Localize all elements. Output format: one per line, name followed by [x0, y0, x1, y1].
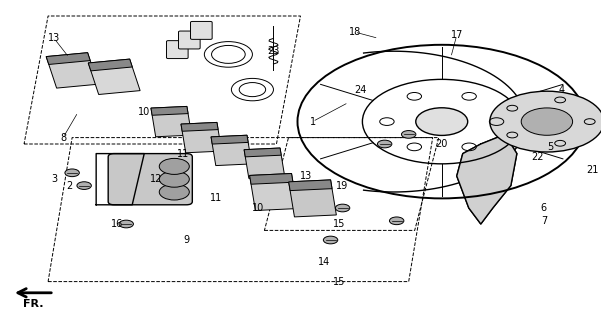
FancyBboxPatch shape [108, 154, 192, 205]
Circle shape [416, 108, 468, 135]
Polygon shape [288, 180, 332, 191]
Text: 10: 10 [138, 107, 150, 117]
Circle shape [77, 182, 91, 189]
Text: 13: 13 [300, 171, 313, 181]
Text: 2: 2 [66, 180, 72, 191]
Polygon shape [151, 107, 192, 137]
Text: 3: 3 [51, 174, 57, 184]
Polygon shape [181, 123, 222, 153]
Polygon shape [244, 148, 285, 178]
Text: 17: 17 [451, 30, 463, 40]
Circle shape [65, 169, 79, 177]
Polygon shape [88, 59, 132, 71]
Text: 7: 7 [541, 216, 547, 226]
Text: 16: 16 [111, 219, 123, 229]
Text: 15: 15 [334, 219, 346, 229]
Polygon shape [211, 135, 248, 144]
Text: 21: 21 [586, 164, 598, 175]
FancyBboxPatch shape [191, 21, 212, 39]
FancyBboxPatch shape [178, 31, 200, 49]
Polygon shape [151, 107, 188, 115]
Polygon shape [46, 53, 90, 64]
Circle shape [119, 220, 133, 228]
Text: 5: 5 [547, 142, 553, 152]
Polygon shape [249, 173, 293, 184]
Circle shape [377, 140, 392, 148]
Polygon shape [181, 123, 218, 131]
Circle shape [159, 171, 189, 187]
Text: 11: 11 [210, 193, 222, 204]
Text: 12: 12 [150, 174, 162, 184]
Circle shape [159, 184, 189, 200]
Text: 24: 24 [355, 84, 367, 95]
Text: 19: 19 [337, 180, 349, 191]
Polygon shape [457, 134, 517, 224]
Circle shape [490, 91, 601, 152]
Polygon shape [249, 173, 297, 211]
Circle shape [323, 236, 338, 244]
Text: 9: 9 [183, 235, 189, 245]
Polygon shape [88, 59, 140, 94]
Text: 1: 1 [310, 116, 316, 127]
FancyBboxPatch shape [166, 41, 188, 59]
Text: 22: 22 [532, 152, 544, 162]
Circle shape [389, 217, 404, 225]
Polygon shape [211, 135, 252, 165]
Text: 15: 15 [334, 276, 346, 287]
Text: 20: 20 [436, 139, 448, 149]
Text: 11: 11 [177, 148, 189, 159]
Polygon shape [288, 180, 337, 217]
Text: FR.: FR. [23, 299, 43, 309]
Circle shape [401, 131, 416, 138]
Circle shape [159, 158, 189, 174]
Text: 18: 18 [349, 27, 361, 37]
Circle shape [335, 204, 350, 212]
Text: 10: 10 [252, 203, 264, 213]
Text: 14: 14 [319, 257, 331, 268]
Text: 23: 23 [267, 46, 279, 56]
Polygon shape [46, 53, 98, 88]
Text: 6: 6 [541, 203, 547, 213]
Circle shape [521, 108, 573, 135]
Polygon shape [244, 148, 281, 157]
Text: 8: 8 [60, 132, 66, 143]
Text: 13: 13 [48, 33, 60, 44]
Text: 4: 4 [559, 84, 565, 95]
